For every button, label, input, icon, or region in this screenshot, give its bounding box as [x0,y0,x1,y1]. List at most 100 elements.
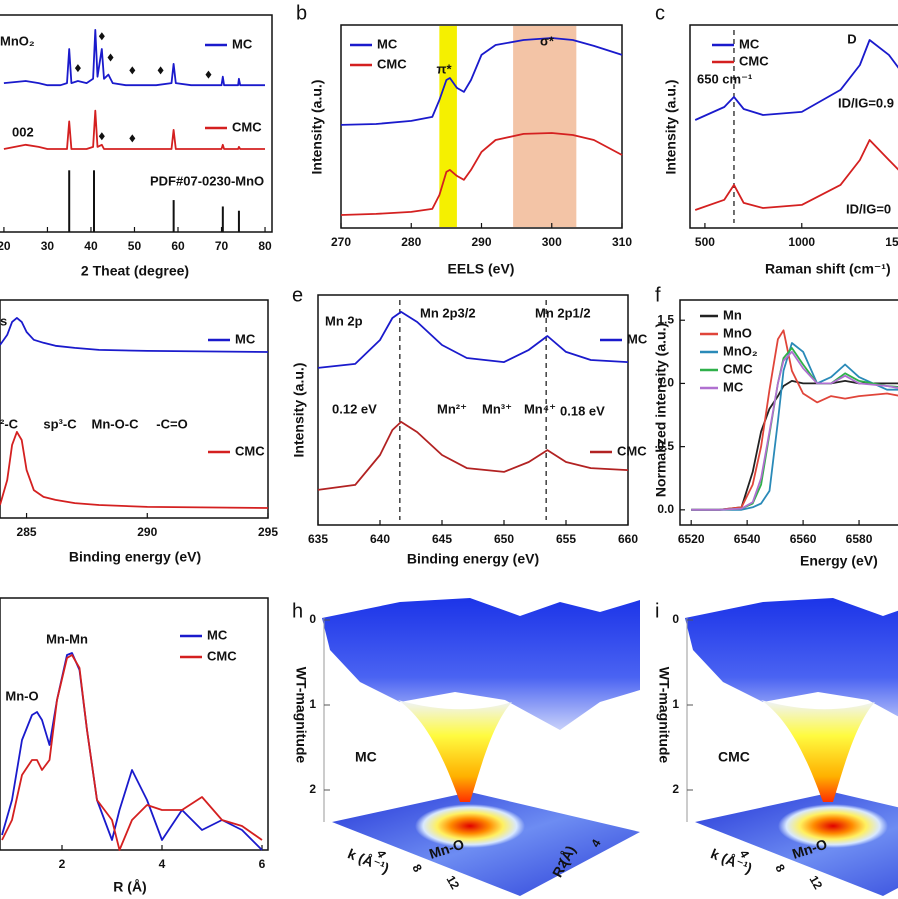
annotation: sp³-C [43,416,77,431]
z-tick-label: 2 [309,782,316,796]
annotation: D [847,31,856,46]
x-tick-label: 640 [370,532,390,546]
series-line [694,139,898,211]
y-axis-title: Intensity (a.u.) [291,363,307,458]
surface-funnel [761,700,875,802]
panel: 2 4 6 MC CMC Mn-Mn Mn-O R (Å) [0,597,269,895]
plot-frame [679,299,898,526]
x-tick-label: 310 [612,235,632,249]
z-axis-title: WT-magnitude [293,667,309,764]
x-tick-label: 280 [401,235,421,249]
legend-label: MC [377,36,398,51]
series-line [691,380,898,511]
x-tick-label: 295 [258,525,278,539]
annotation: Mn-Mn [46,631,88,646]
x-tick-label: 6540 [734,532,761,546]
panel: 270 280 290 300 310 MC CMC π* σ* EELS (eV) Intensi… [296,2,632,276]
series-line [3,109,265,150]
y-tick-label: 1.0 [657,376,674,390]
annotation: Mn³⁺ [482,401,512,416]
sample-label: MC [355,749,377,765]
x-tick-label: 655 [556,532,576,546]
x-tick-label: 1000 [788,235,815,249]
legend-label: CMC [207,648,237,663]
annotation: -C=O [156,416,187,431]
panel-letter: e [292,284,303,306]
heat-spot [415,804,525,848]
x-axis-title: 2 Theat (degree) [81,263,189,279]
legend-label: MC [232,36,253,51]
series-line [1,654,263,851]
legend-label: MnO₂ [723,343,758,358]
series-line [0,317,269,353]
z-tick-label: 1 [309,697,316,711]
highlight-band [513,26,577,227]
peak-marker [107,53,114,62]
x-axis-title: EELS (eV) [448,261,515,277]
annotation: 002 [12,124,34,139]
z-tick-label: 2 [672,782,679,796]
series-line [317,311,629,369]
legend-label: CMC [617,443,647,458]
peak-marker [74,64,81,73]
z-tick-label: 1 [672,697,679,711]
x-tick-label: 290 [471,235,491,249]
sample-label: CMC [718,749,750,765]
annotation: σ* [540,33,555,48]
x-tick-label: 50 [128,239,142,253]
series-line [0,431,269,509]
surface-funnel [398,700,512,802]
x-tick-label: 6520 [678,532,705,546]
legend-label: CMC [739,53,769,68]
x-tick-label: 80 [258,239,272,253]
y-tick-label: 0.5 [657,439,674,453]
annotation: Mn 2p3/2 [420,305,476,320]
peak-marker [98,132,105,141]
annotation: s [0,313,7,328]
x-tick-label: 6580 [846,532,873,546]
y-tick-label: 0.0 [657,502,674,516]
heat-spot [778,804,888,848]
annotation: ID/IG=0 [846,201,891,216]
legend-label: CMC [235,443,265,458]
annotation: Mn 2p1/2 [535,305,591,320]
y-axis-title: Intensity (a.u.) [663,80,679,175]
x-tick-label: 6 [259,857,266,871]
legend-label: Mn [723,307,742,322]
x-tick-label: 660 [618,532,638,546]
annotation: Mn⁴⁺ [524,401,556,416]
peak-marker [157,66,164,75]
annotation: ²-C [0,416,19,431]
peak-marker [129,134,136,143]
k-tick-label: 8 [772,862,788,875]
panel: 6520 6540 6560 6580 0.0 0.5 1.0 1.5 Mn MnO MnO₂ CMC… [653,284,898,569]
annotation: π* [436,61,452,76]
plot-frame [0,14,273,233]
peak-marker [129,66,136,75]
panel-letter: h [292,600,303,622]
x-tick-label: 60 [171,239,185,253]
annotation: Mn-O [5,688,38,703]
series-line [340,132,623,216]
x-tick-label: 40 [84,239,98,253]
series-line [3,29,265,87]
x-tick-label: 650 [494,532,514,546]
panel-letter: i [655,600,659,622]
y-axis-title: Intensity (a.u.) [309,80,325,175]
k-tick-label: 12 [806,873,825,892]
plot-frame [317,294,629,526]
x-tick-label: 6560 [790,532,817,546]
k-tick-label: 8 [409,862,425,875]
legend-label: CMC [377,56,407,71]
annotation: Mn-O-C [92,416,140,431]
annotation: 0.12 eV [332,401,377,416]
series-line [340,37,623,126]
panel-letter: f [655,284,661,306]
legend-label: MC [235,331,256,346]
series-line [691,329,898,511]
annotation: MnO₂ [0,33,35,48]
highlight-band [439,26,457,227]
x-tick-label: 500 [695,235,715,249]
